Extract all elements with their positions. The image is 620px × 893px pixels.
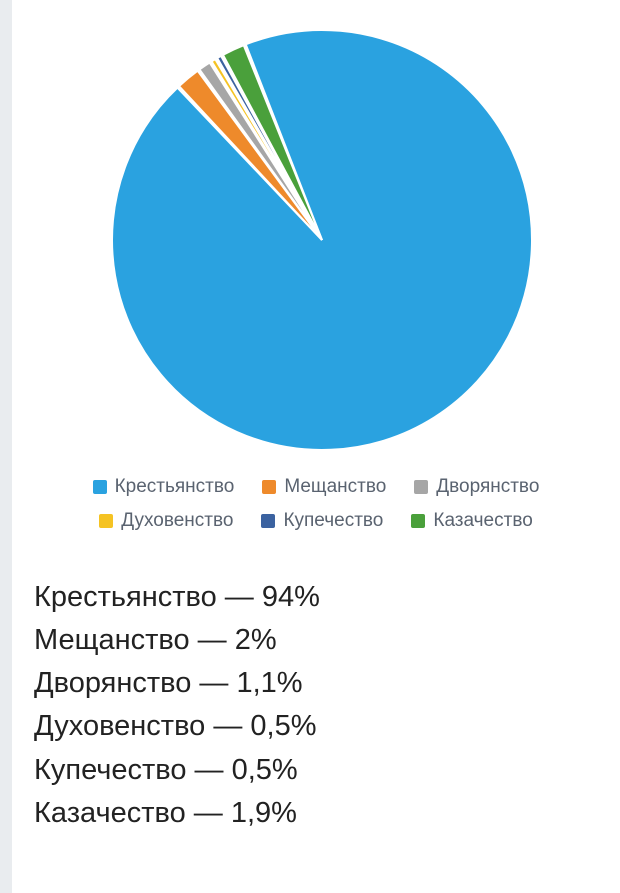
stat-line: Мещанство — 2%	[34, 621, 598, 660]
legend-item-meshchanstvo: Мещанство	[262, 476, 386, 498]
legend-row: Духовенство Купечество Казачество	[42, 510, 590, 532]
stat-line: Дворянство — 1,1%	[34, 664, 598, 703]
stat-line: Духовенство — 0,5%	[34, 707, 598, 746]
legend-row: Крестьянство Мещанство Дворянство	[42, 476, 590, 498]
legend-swatch	[261, 514, 275, 528]
legend-swatch	[411, 514, 425, 528]
legend-swatch	[414, 480, 428, 494]
legend-label: Казачество	[433, 510, 532, 532]
legend-label: Крестьянство	[115, 476, 235, 498]
legend-item-kupechestvo: Купечество	[261, 510, 383, 532]
legend-item-kazachestvo: Казачество	[411, 510, 532, 532]
pie-chart	[12, 10, 620, 470]
pie-chart-area	[12, 0, 620, 470]
legend-swatch	[262, 480, 276, 494]
stat-line: Крестьянство — 94%	[34, 578, 598, 617]
legend: Крестьянство Мещанство Дворянство Духове…	[12, 470, 620, 550]
legend-label: Дворянство	[436, 476, 539, 498]
legend-label: Купечество	[283, 510, 383, 532]
stats-block: Крестьянство — 94% Мещанство — 2% Дворян…	[12, 550, 620, 833]
legend-item-dukhovenstvo: Духовенство	[99, 510, 233, 532]
legend-swatch	[99, 514, 113, 528]
stat-line: Казачество — 1,9%	[34, 794, 598, 833]
legend-label: Духовенство	[121, 510, 233, 532]
stat-line: Купечество — 0,5%	[34, 751, 598, 790]
legend-item-krestyanstvo: Крестьянство	[93, 476, 235, 498]
legend-swatch	[93, 480, 107, 494]
legend-item-dvoryanstvo: Дворянство	[414, 476, 539, 498]
legend-label: Мещанство	[284, 476, 386, 498]
